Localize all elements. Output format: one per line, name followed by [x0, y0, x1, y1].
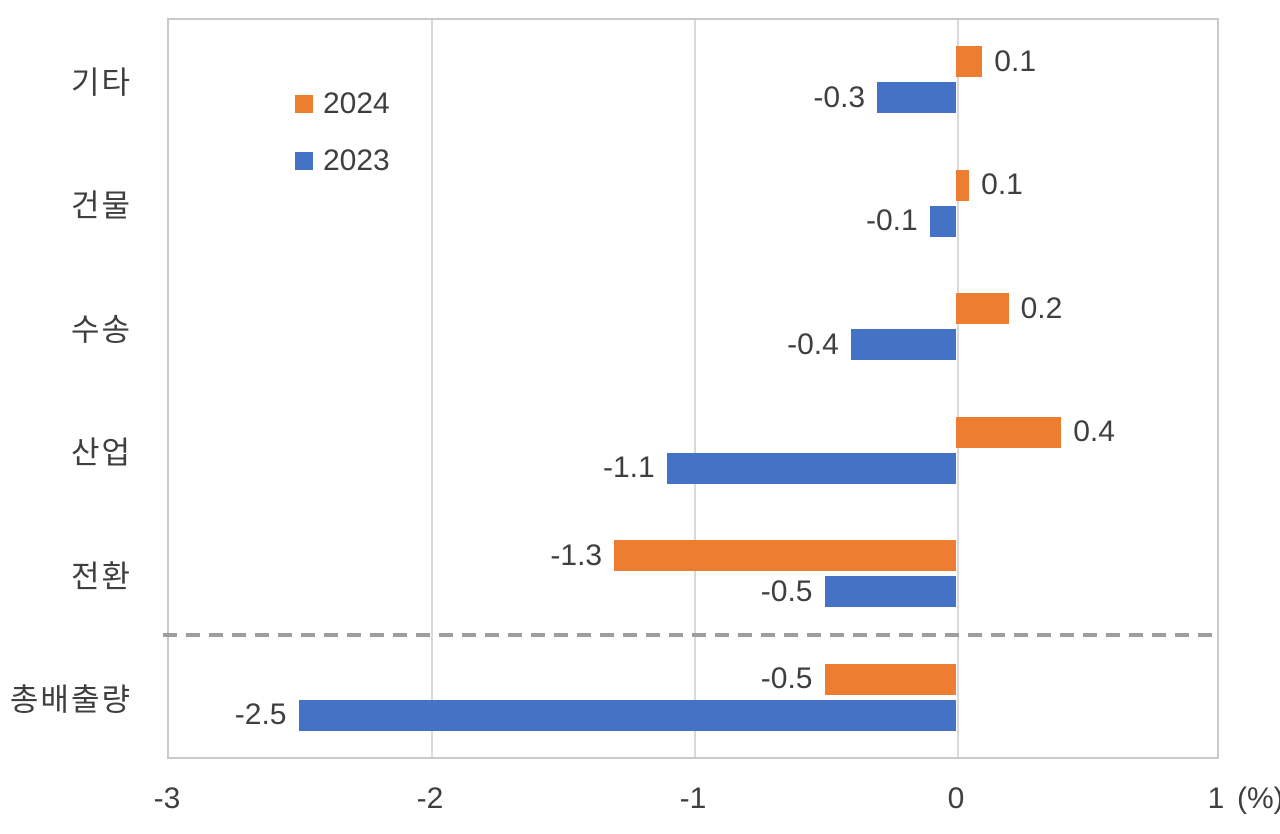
category-label-기타: 기타 [70, 65, 132, 101]
legend-label-2024: 2024 [323, 87, 390, 120]
bar-value-label-2023-기타: -0.3 [813, 80, 866, 114]
legend-item-2024: 2024 [295, 86, 390, 122]
bar-2024-전환 [614, 540, 956, 572]
bar-value-label-2023-산업: -1.1 [602, 451, 655, 485]
bar-2024-총배출량 [824, 663, 956, 695]
legend-label-2023: 2023 [323, 144, 390, 177]
bar-2023-전환 [824, 576, 956, 608]
x-tick-label--1: -1 [679, 782, 707, 815]
legend-item-2023: 2023 [295, 143, 390, 179]
legend-swatch-2024 [295, 95, 313, 113]
x-tick-label-0: 0 [947, 782, 965, 815]
plot-area [167, 18, 1219, 759]
bar-2023-기타 [877, 82, 956, 114]
bar-value-label-2024-산업: 0.4 [1073, 415, 1115, 449]
bar-value-label-2023-총배출량: -2.5 [234, 698, 287, 732]
bar-2023-산업 [666, 452, 956, 484]
category-label-총배출량: 총배출량 [9, 682, 132, 718]
x-tick-label--2: -2 [416, 782, 444, 815]
category-label-건물: 건물 [70, 188, 132, 224]
category-label-수송: 수송 [70, 312, 132, 348]
gridline-x--1 [694, 20, 696, 757]
separator-dashed-line [163, 632, 1219, 637]
bar-value-label-2024-전환: -1.3 [550, 538, 603, 572]
bar-value-label-2024-건물: 0.1 [981, 168, 1023, 202]
bar-2024-건물 [956, 169, 970, 201]
x-tick-label-1: 1 [1207, 782, 1225, 815]
gridline-x--2 [431, 20, 433, 757]
bar-2024-수송 [956, 293, 1009, 325]
bar-2023-총배출량 [298, 699, 956, 731]
bar-value-label-2023-전환: -0.5 [760, 574, 813, 608]
bar-2023-수송 [850, 329, 956, 361]
bar-2024-기타 [956, 46, 983, 78]
bar-value-label-2024-기타: 0.1 [994, 44, 1037, 78]
bar-value-label-2023-수송: -0.4 [787, 327, 839, 361]
bar-value-label-2023-건물: -0.1 [865, 204, 918, 238]
category-label-산업: 산업 [70, 435, 132, 471]
bar-2024-산업 [956, 416, 1062, 448]
gridline-x-0 [957, 20, 959, 757]
legend-swatch-2023 [295, 152, 313, 170]
category-label-전환: 전환 [70, 559, 132, 595]
x-tick-label--3: -3 [153, 782, 181, 815]
bar-value-label-2024-수송: 0.2 [1020, 291, 1063, 325]
bar-2023-건물 [929, 205, 956, 237]
bar-value-label-2024-총배출량: -0.5 [760, 662, 813, 696]
x-axis-unit-label: (%) [1237, 782, 1280, 815]
